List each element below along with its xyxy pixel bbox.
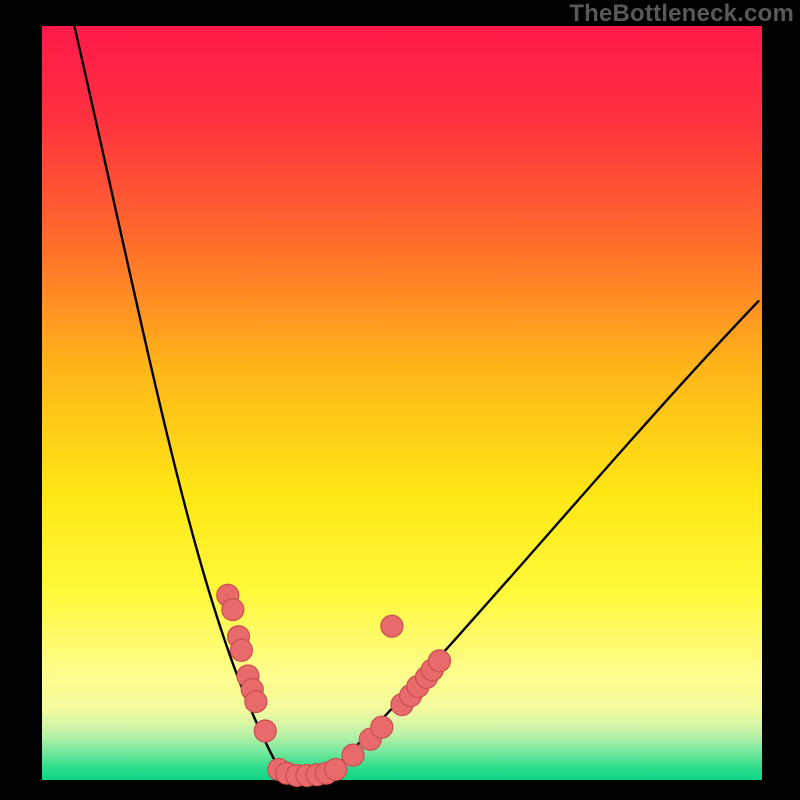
data-marker — [254, 720, 276, 742]
chart-svg — [0, 0, 800, 800]
data-marker — [325, 758, 347, 780]
data-marker — [222, 599, 244, 621]
data-marker — [342, 744, 364, 766]
plot-area — [42, 26, 762, 780]
data-marker — [230, 639, 252, 661]
data-marker — [245, 691, 267, 713]
stage: TheBottleneck.com — [0, 0, 800, 800]
data-marker — [428, 650, 450, 672]
data-marker — [381, 615, 403, 637]
data-marker — [371, 716, 393, 738]
